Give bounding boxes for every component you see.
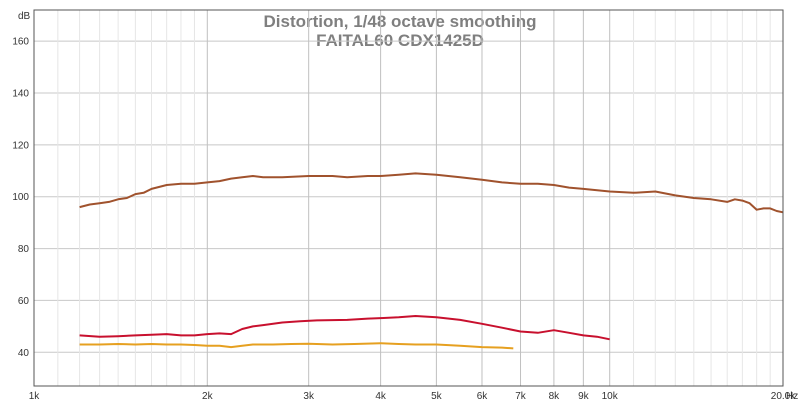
y-tick-label: 120: [12, 140, 29, 151]
x-tick-label: 4k: [375, 391, 387, 402]
x-tick-label: 6k: [477, 391, 489, 402]
x-axis-unit: Hz: [786, 391, 798, 402]
plot-frame: [33, 9, 784, 387]
series-line-2: [79, 315, 610, 341]
x-tick-label: 5k: [431, 391, 443, 402]
series-lines: [79, 172, 784, 350]
x-tick-label: 1k: [29, 391, 41, 402]
y-axis-unit: dB: [18, 11, 31, 22]
series-line-3: [79, 342, 514, 350]
x-tick-label: 9k: [578, 391, 590, 402]
y-tick-label: 80: [18, 244, 30, 255]
x-tick-label: 20.0k: [771, 391, 796, 402]
grid-lines: [33, 10, 784, 386]
chart-subtitle: FAITAL60 CDX1425D: [316, 31, 484, 50]
x-tick-label: 2k: [202, 391, 214, 402]
x-tick-label: 7k: [515, 391, 527, 402]
x-tick-label: 8k: [549, 391, 561, 402]
x-tick-labels: 1k 2k 3k 4k 5k 6k 7k 8k 9k 10k 20.0k: [29, 391, 797, 402]
y-tick-labels: 40 60 80 100 120 140 160: [12, 37, 29, 359]
y-tick-label: 140: [12, 88, 29, 99]
x-tick-label: 3k: [303, 391, 315, 402]
y-tick-label: 100: [12, 192, 29, 203]
chart-title: Distortion, 1/48 octave smoothing: [263, 12, 537, 31]
y-tick-label: 160: [12, 37, 29, 48]
y-tick-label: 60: [18, 296, 30, 307]
y-tick-label: 40: [18, 348, 30, 359]
x-tick-label: 10k: [602, 391, 619, 402]
series-line-1: [79, 172, 784, 214]
